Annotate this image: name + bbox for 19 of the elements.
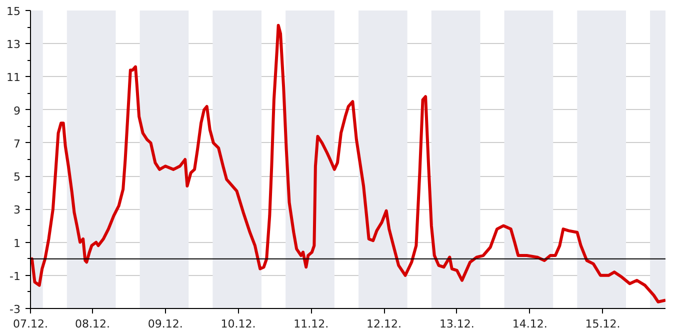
y-tick-label: 15: [6, 5, 21, 18]
x-tick-label: 07.12.: [13, 318, 48, 330]
y-tick-label: 7: [14, 137, 20, 150]
x-tick-label: 13.12.: [439, 318, 474, 330]
x-tick-label: 15.12.: [585, 318, 620, 330]
y-tick-label: 11: [6, 71, 21, 84]
y-tick-label: 3: [14, 204, 20, 217]
x-tick-label: 08.12.: [74, 318, 110, 330]
y-tick-label: 9: [14, 104, 20, 118]
y-tick-label: 13: [6, 38, 21, 52]
x-tick-label: 14.12.: [512, 318, 548, 330]
x-tick-label: 11.12.: [294, 318, 329, 330]
y-tick-label: 5: [14, 170, 20, 184]
y-tick-label: -1: [10, 270, 20, 283]
x-tick-label: 09.12.: [148, 318, 183, 330]
y-tick-label: -3: [10, 303, 20, 316]
y-tick-label: 1: [14, 236, 20, 250]
x-tick-label: 10.12.: [220, 318, 256, 330]
x-tick-label: 12.12.: [366, 318, 402, 330]
